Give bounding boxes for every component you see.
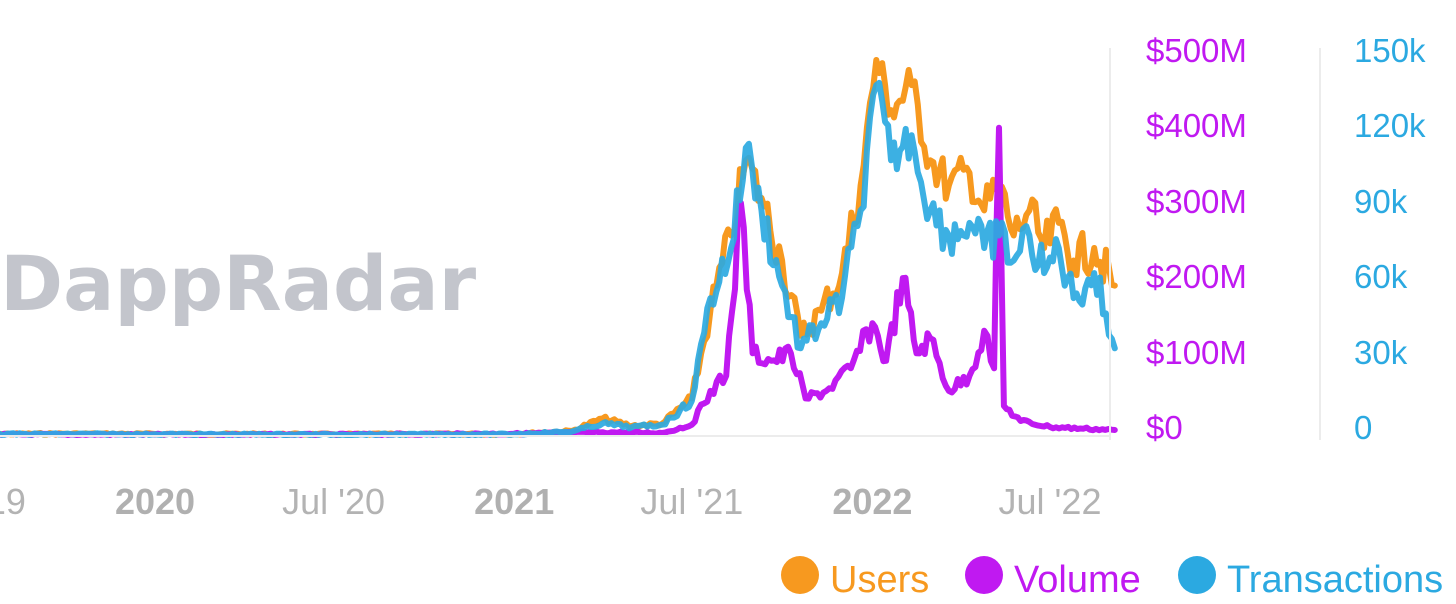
- legend-label: Transactions: [1227, 559, 1443, 601]
- count-tick-label: 0: [1354, 409, 1372, 446]
- legend-item-transactions[interactable]: Transactions: [1178, 556, 1443, 601]
- x-tick-label: 2021: [474, 481, 554, 522]
- series-line-transactions: [0, 79, 1118, 438]
- volume-tick-label: $100M: [1146, 334, 1247, 371]
- x-axis-ticks: Jul '19 2020 Jul '20 2021 Jul '21 2022 Jul '22: [0, 481, 1101, 522]
- count-tick-label: 60k: [1354, 258, 1408, 295]
- volume-tick-label: $200M: [1146, 258, 1247, 295]
- x-tick-label: Jul '20: [282, 481, 385, 522]
- dappradar-watermark: DappRadar: [0, 239, 477, 328]
- volume-tick-label: $400M: [1146, 107, 1247, 144]
- count-tick-label: 30k: [1354, 334, 1408, 371]
- volume-tick-label: $500M: [1146, 32, 1247, 69]
- legend-swatch: [781, 556, 819, 594]
- x-tick-label: Jul '19: [0, 481, 26, 522]
- count-tick-label: 150k: [1354, 32, 1426, 69]
- legend-item-volume[interactable]: Volume: [965, 556, 1141, 601]
- legend-label: Users: [830, 559, 929, 601]
- y-axis-ticks: $0 $100M $200M $300M $400M $500M 0 30k 60k 90k 120…: [1146, 32, 1426, 446]
- x-tick-label: Jul '22: [999, 481, 1102, 522]
- legend-swatch: [1178, 556, 1216, 594]
- count-tick-label: 90k: [1354, 183, 1408, 220]
- volume-tick-label: $0: [1146, 409, 1183, 446]
- legend-item-users[interactable]: Users: [781, 556, 929, 601]
- x-tick-label: Jul '21: [640, 481, 743, 522]
- legend-label: Volume: [1014, 559, 1141, 601]
- x-tick-label: 2020: [115, 481, 195, 522]
- x-tick-label: 2022: [832, 481, 912, 522]
- legend-swatch: [965, 556, 1003, 594]
- volume-tick-label: $300M: [1146, 183, 1247, 220]
- legend: Users Volume Transactions: [781, 556, 1443, 601]
- series-layer: [0, 57, 1118, 438]
- count-tick-label: 120k: [1354, 107, 1426, 144]
